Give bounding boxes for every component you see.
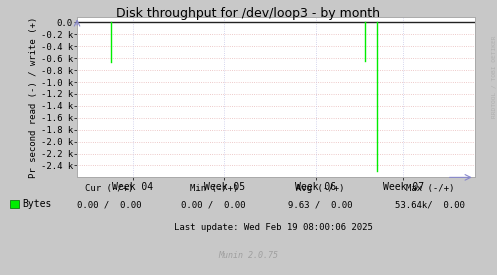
Y-axis label: Pr second read (-) / write (+): Pr second read (-) / write (+) (29, 16, 38, 178)
Text: Min (-/+): Min (-/+) (189, 184, 238, 193)
Text: Bytes: Bytes (22, 199, 52, 209)
Text: 9.63 /  0.00: 9.63 / 0.00 (288, 201, 353, 210)
Text: Munin 2.0.75: Munin 2.0.75 (219, 252, 278, 260)
Text: Max (-/+): Max (-/+) (406, 184, 454, 193)
Text: Cur (-/+): Cur (-/+) (85, 184, 134, 193)
Text: Disk throughput for /dev/loop3 - by month: Disk throughput for /dev/loop3 - by mont… (116, 7, 381, 20)
Text: Last update: Wed Feb 19 08:00:06 2025: Last update: Wed Feb 19 08:00:06 2025 (174, 223, 373, 232)
Text: RRDTOOL / TOBI OETIKER: RRDTOOL / TOBI OETIKER (491, 36, 496, 118)
Text: 0.00 /  0.00: 0.00 / 0.00 (181, 201, 246, 210)
Text: 0.00 /  0.00: 0.00 / 0.00 (77, 201, 142, 210)
Text: Avg (-/+): Avg (-/+) (296, 184, 345, 193)
Text: 53.64k/  0.00: 53.64k/ 0.00 (395, 201, 465, 210)
